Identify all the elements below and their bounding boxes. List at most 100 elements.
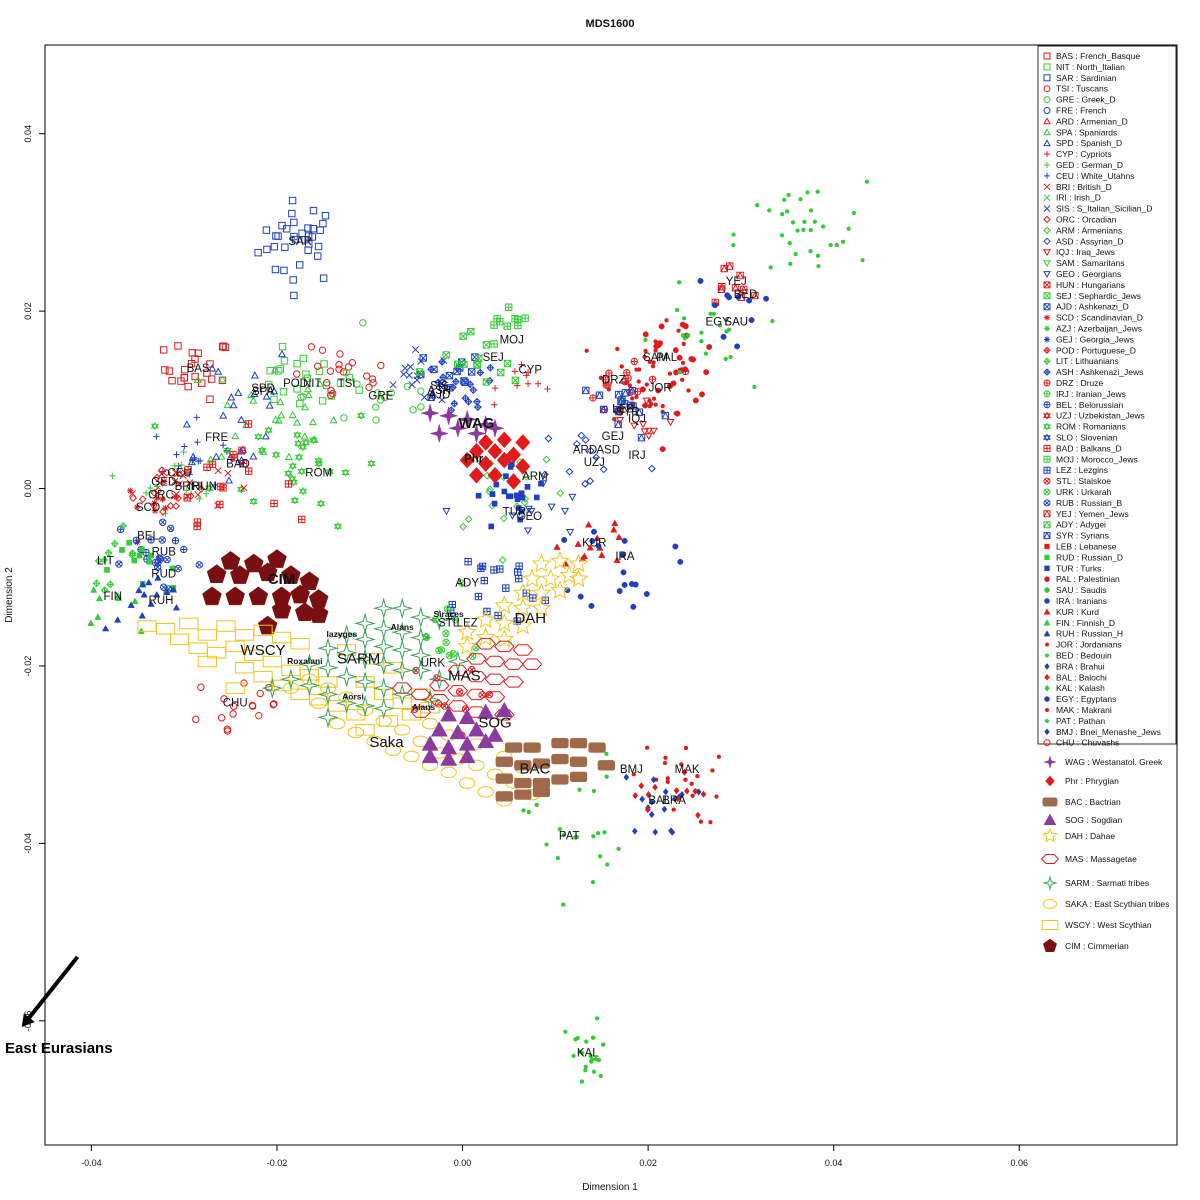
data-point xyxy=(336,350,344,358)
population-label: GEJ xyxy=(602,431,624,443)
legend-label: SLO : Slovenian xyxy=(1056,433,1118,443)
data-point xyxy=(169,585,178,593)
data-point xyxy=(211,481,218,489)
data-point xyxy=(477,564,485,573)
data-point xyxy=(231,431,240,440)
legend-label: NIT : North_Italian xyxy=(1056,62,1125,72)
legend-marker xyxy=(1044,162,1050,168)
ancient-point-mas xyxy=(484,655,506,668)
legend-ancient-label: MAS : Massagetae xyxy=(1065,854,1137,864)
data-point xyxy=(138,611,146,619)
legend-marker xyxy=(1043,401,1051,409)
data-point xyxy=(695,773,700,779)
ancient-point-mas xyxy=(391,682,413,694)
data-point xyxy=(589,394,597,402)
ancient-point-wag xyxy=(466,423,487,444)
ancient-point-wscy xyxy=(401,709,422,721)
data-point xyxy=(591,1069,597,1074)
population-label: SAU xyxy=(724,317,748,329)
data-point xyxy=(186,479,194,487)
data-point xyxy=(615,533,623,540)
x-axis-label: Dimension 1 xyxy=(582,1182,638,1193)
data-point xyxy=(153,494,161,502)
population-label: BRI xyxy=(175,481,194,493)
data-point xyxy=(577,787,582,792)
data-point xyxy=(674,307,680,313)
ancient-point-wscy xyxy=(216,620,236,632)
data-point xyxy=(134,539,141,546)
data-point xyxy=(673,787,680,795)
legend-marker xyxy=(1043,357,1051,365)
data-point xyxy=(595,831,601,836)
data-point xyxy=(114,591,122,599)
data-point xyxy=(271,265,280,274)
data-point xyxy=(598,854,603,859)
data-point xyxy=(458,579,466,587)
data-point xyxy=(297,393,305,401)
legend-marker xyxy=(1043,510,1051,518)
data-point xyxy=(464,515,473,524)
data-point xyxy=(630,357,639,366)
ancient-point-dah xyxy=(513,597,533,617)
legend-label: ASH : Ashkenazi_Jews xyxy=(1056,367,1143,377)
legend-label: ARM : Armenians xyxy=(1056,225,1122,235)
data-point xyxy=(245,467,253,475)
data-point xyxy=(586,477,595,485)
ancient-point-sog xyxy=(449,723,467,740)
data-point xyxy=(630,603,637,610)
population-label: IQJ xyxy=(628,413,646,425)
ancient-point-saka xyxy=(282,682,300,694)
data-point xyxy=(491,500,498,507)
data-point xyxy=(846,226,851,231)
data-point xyxy=(561,536,568,543)
ancient-point-sarm xyxy=(409,659,432,682)
data-point xyxy=(270,700,278,708)
data-point xyxy=(568,493,577,502)
legend-box xyxy=(1037,45,1177,745)
tribe-label: Roxalani xyxy=(287,656,322,666)
data-point xyxy=(599,405,608,414)
data-point xyxy=(689,781,694,787)
ancient-point-mas xyxy=(466,653,487,665)
data-point xyxy=(736,271,744,280)
data-point xyxy=(450,399,459,408)
legend-marker xyxy=(1043,249,1051,257)
legend-label: IQJ : Iraq_Jews xyxy=(1056,247,1115,257)
data-point xyxy=(677,558,684,565)
population-label: BRA xyxy=(662,795,686,807)
data-point xyxy=(249,497,258,506)
data-point xyxy=(308,417,318,426)
ancient-point-saka xyxy=(338,691,355,703)
east-eurasians-annotation: East Eurasians xyxy=(5,955,113,1057)
legend-label: FIN : Finnish_D xyxy=(1056,618,1115,628)
legend-marker xyxy=(1043,739,1051,747)
data-point xyxy=(699,330,704,335)
ancient-point-sog xyxy=(486,726,504,742)
ancient-point-sarm xyxy=(372,597,395,620)
data-point xyxy=(315,379,324,387)
data-point xyxy=(193,414,200,421)
data-point xyxy=(195,561,203,569)
data-point xyxy=(194,491,202,499)
data-point xyxy=(104,567,110,573)
data-point xyxy=(321,212,330,220)
data-point xyxy=(417,403,425,411)
legend-label: MOJ : Morocco_Jews xyxy=(1056,454,1138,464)
ancient-point-mas xyxy=(447,685,469,697)
data-point xyxy=(613,405,622,414)
legend-label: AJD : Ashkenazi_D xyxy=(1056,302,1129,312)
ancient-point-bac xyxy=(551,737,569,749)
data-point xyxy=(114,616,122,623)
data-point xyxy=(326,391,335,399)
data-point xyxy=(163,555,171,564)
data-point xyxy=(288,196,297,205)
data-point xyxy=(623,369,631,377)
data-point xyxy=(589,1057,594,1062)
legend-label: POD : Portuguese_D xyxy=(1056,345,1136,355)
legend-label: BEL : Belorussian xyxy=(1056,400,1124,410)
data-point xyxy=(226,452,235,461)
ancient-point-sog xyxy=(440,750,458,766)
data-point xyxy=(473,403,482,412)
ancient-point-bac xyxy=(495,773,513,784)
data-point xyxy=(316,499,326,508)
